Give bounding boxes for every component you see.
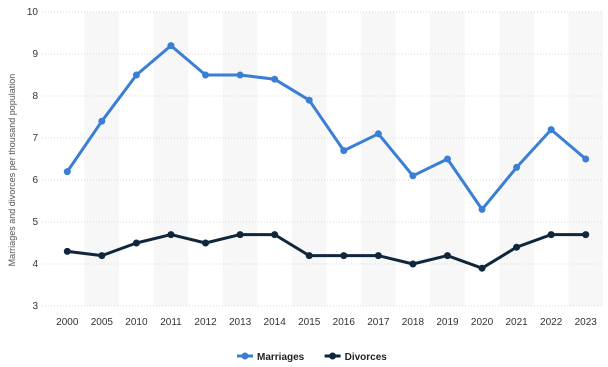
divorces-point[interactable] [132, 239, 140, 247]
x-tick-label: 2021 [505, 317, 528, 328]
divorces-line [65, 233, 588, 270]
x-tick-label: 2018 [402, 317, 425, 328]
marriages-point[interactable] [236, 71, 244, 79]
legend-item-divorces[interactable]: Divorces [324, 352, 388, 363]
y-tick-label: 4 [32, 259, 38, 270]
column-band [361, 12, 396, 306]
divorces-point[interactable] [478, 264, 486, 272]
marriages-point[interactable] [167, 42, 175, 50]
divorces-point[interactable] [63, 247, 71, 255]
divorces-point[interactable] [409, 260, 417, 268]
column-band [84, 12, 120, 306]
marriages-point[interactable] [132, 71, 140, 79]
marriages-point[interactable] [305, 96, 313, 104]
x-tick-label: 2022 [540, 317, 563, 328]
marriages-point[interactable] [340, 147, 348, 155]
divorces-point[interactable] [98, 252, 106, 260]
marriages-point[interactable] [63, 168, 71, 176]
divorces-point[interactable] [202, 239, 210, 247]
x-tick-label: 2011 [160, 317, 182, 328]
marriages-point[interactable] [374, 130, 382, 138]
divorces-point[interactable] [513, 243, 521, 251]
legend[interactable]: Marriages Divorces [237, 352, 387, 363]
divorces-point[interactable] [236, 231, 244, 239]
x-tick-label: 2023 [575, 317, 598, 328]
legend-item-marriages[interactable]: Marriages [237, 352, 305, 363]
marriages-point[interactable] [582, 155, 590, 163]
column-band [153, 12, 189, 306]
marriages-point[interactable] [478, 205, 486, 213]
x-tick-label: 2019 [436, 317, 459, 328]
series-group [63, 42, 590, 272]
marriages-point[interactable] [409, 172, 417, 180]
legend-label: Marriages [257, 352, 305, 363]
x-tick-label: 2015 [298, 317, 321, 328]
divorces-point[interactable] [582, 231, 590, 239]
divorces-point[interactable] [167, 231, 175, 239]
x-tick-label: 2013 [229, 317, 252, 328]
legend-marker [241, 352, 249, 360]
divorces-point[interactable] [305, 252, 313, 260]
x-tick-label: 2012 [194, 317, 217, 328]
marriages-point[interactable] [547, 126, 555, 134]
y-tick-label: 6 [32, 175, 38, 186]
y-tick-label: 5 [32, 217, 38, 228]
y-tick-label: 9 [32, 49, 38, 60]
y-tick-label: 7 [32, 133, 38, 144]
column-band [499, 12, 534, 306]
marriages-point[interactable] [271, 75, 279, 83]
gridlines [42, 11, 603, 307]
marriages-point[interactable] [202, 71, 210, 79]
x-tick-label: 2005 [91, 317, 114, 328]
x-tick-label: 2016 [333, 317, 356, 328]
divorces-point[interactable] [443, 252, 451, 260]
x-axis-ticks: 2000 2005 2010 2011 2012 2013 2014 2015 2016 2017… [56, 317, 597, 328]
y-tick-label: 10 [27, 7, 39, 18]
divorces-point[interactable] [374, 252, 382, 260]
x-tick-label: 2010 [125, 317, 148, 328]
y-axis-ticks: 3 4 5 6 7 8 9 10 [27, 7, 39, 312]
x-tick-label: 2020 [471, 317, 494, 328]
marriages-point[interactable] [98, 117, 106, 125]
y-tick-label: 8 [32, 91, 38, 102]
divorces-point[interactable] [340, 252, 348, 260]
x-tick-label: 2000 [56, 317, 79, 328]
y-axis-label: Marriages and divorces per thousand popu… [7, 74, 17, 267]
marriages-point[interactable] [443, 155, 451, 163]
legend-marker [329, 352, 337, 360]
marriages-point[interactable] [513, 163, 521, 171]
column-band [291, 12, 327, 306]
divorces-point[interactable] [271, 231, 279, 239]
x-tick-label: 2014 [264, 317, 287, 328]
marriages-line [65, 44, 588, 211]
divorces-point[interactable] [547, 231, 555, 239]
legend-label: Divorces [345, 352, 388, 363]
x-tick-label: 2017 [367, 317, 390, 328]
y-tick-label: 3 [32, 301, 38, 312]
column-band [222, 12, 258, 306]
